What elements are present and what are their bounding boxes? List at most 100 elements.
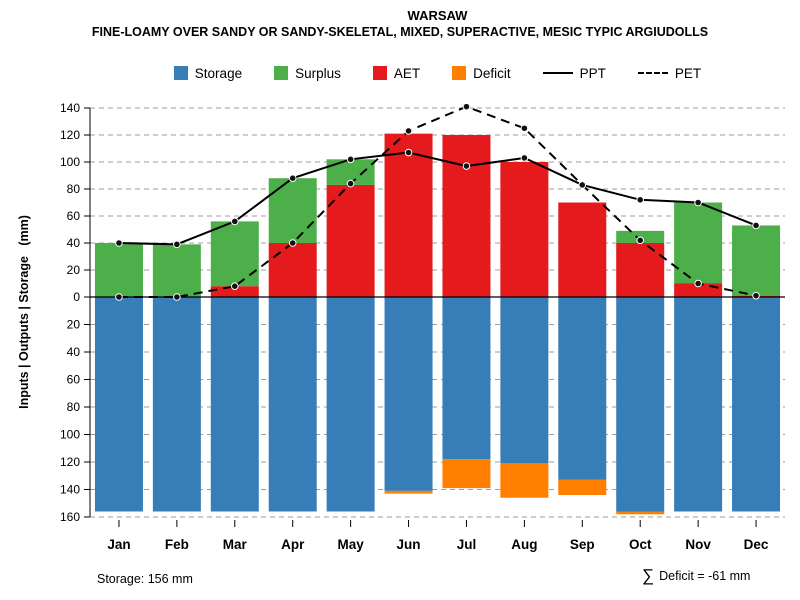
pet-point-May xyxy=(346,179,355,188)
ppt-point-Aug xyxy=(520,154,529,162)
bars xyxy=(94,133,781,515)
ppt-point-Jun xyxy=(404,148,413,157)
deficit-bar-Sep xyxy=(558,479,607,495)
y-tick-labels: 0 20 40 60 80 100 120 140 20 40 60 80 100 120 140 160 xyxy=(60,101,80,524)
chart-title: WARSAW xyxy=(407,8,468,23)
aet-bar-Jul xyxy=(442,135,491,297)
pet-point-Dec xyxy=(752,291,760,300)
aet-bar-May xyxy=(326,184,375,297)
sigma-icon: ∑ xyxy=(642,566,655,585)
storage-bar-May xyxy=(326,297,375,512)
y-tick-label: 60 xyxy=(67,373,81,387)
aet-bar-Oct xyxy=(616,243,665,297)
storage-bar-Apr xyxy=(268,297,317,512)
legend-label-aet: AET xyxy=(393,65,421,81)
month-label-Aug: Aug xyxy=(511,537,537,552)
ppt-point-Nov xyxy=(694,198,702,207)
pet-point-Apr xyxy=(288,239,297,247)
ppt-point-Jan xyxy=(115,239,123,247)
storage-bar-Jan xyxy=(94,297,143,512)
storage-annotation: Storage: 156 mm xyxy=(97,572,193,586)
y-tick-label: 100 xyxy=(60,428,80,442)
surplus-bar-Feb xyxy=(152,244,201,297)
pet-line xyxy=(118,105,757,298)
surplus-swatch-icon xyxy=(274,66,289,80)
ppt-point-Feb xyxy=(173,240,181,249)
y-tick-label: 80 xyxy=(67,182,81,196)
gridlines xyxy=(90,107,785,518)
month-label-Apr: Apr xyxy=(281,537,305,552)
month-label-Dec: Dec xyxy=(744,537,769,552)
ppt-point-Apr xyxy=(288,174,297,182)
storage-bar-Aug xyxy=(500,297,549,464)
pet-point-Jun xyxy=(404,127,413,135)
aet-bar-Jun xyxy=(384,133,433,297)
surplus-bar-Mar xyxy=(210,221,259,287)
legend-item-deficit: Deficit xyxy=(452,66,511,81)
storage-bar-Jul xyxy=(442,297,491,460)
month-label-Mar: Mar xyxy=(223,537,248,552)
legend-item-ppt: PPT xyxy=(542,65,606,81)
pet-point-Jul xyxy=(462,102,471,111)
surplus-bar-Apr xyxy=(268,178,317,243)
legend-item-aet: AET xyxy=(372,65,421,81)
month-label-May: May xyxy=(337,537,364,552)
chart-subtitle: FINE-LOAMY OVER SANDY OR SANDY-SKELETAL,… xyxy=(91,25,709,39)
deficit-bar-Oct xyxy=(616,511,665,515)
month-label-Oct: Oct xyxy=(629,537,652,552)
y-tick-label: 80 xyxy=(67,400,81,414)
pet-point-Oct xyxy=(636,236,645,245)
storage-bar-Mar xyxy=(210,297,259,512)
y-tick-label: 100 xyxy=(60,155,80,169)
ppt-point-Oct xyxy=(636,196,645,204)
aet-bar-Sep xyxy=(558,202,607,297)
legend-item-surplus: Surplus xyxy=(274,66,341,81)
y-tick-label: 120 xyxy=(60,455,80,469)
y-tick-label: 0 xyxy=(73,290,80,304)
pet-point-Feb xyxy=(173,293,181,301)
deficit-bar-Aug xyxy=(500,463,549,498)
legend-label-ppt: PPT xyxy=(579,65,606,81)
legend-item-pet: PET xyxy=(637,66,701,81)
deficit-text: Deficit = -61 mm xyxy=(659,569,751,583)
y-tick-label: 20 xyxy=(67,263,81,277)
pet-point-Nov xyxy=(694,279,702,288)
aet-bar-Mar xyxy=(210,286,259,297)
storage-bar-Nov xyxy=(674,297,723,512)
aet-swatch-icon xyxy=(372,66,387,80)
storage-bar-Feb xyxy=(152,297,201,512)
ppt-point-Jul xyxy=(462,162,471,170)
month-label-Feb: Feb xyxy=(165,537,189,552)
deficit-swatch-icon xyxy=(452,66,467,80)
storage-bar-Jun xyxy=(384,297,433,491)
ppt-line xyxy=(118,151,757,246)
y-tick-label: 40 xyxy=(67,345,81,359)
ppt-point-May xyxy=(346,155,355,164)
pet-point-Mar xyxy=(230,282,239,291)
y-tick-label: 20 xyxy=(67,318,81,332)
legend-item-storage: Storage xyxy=(173,65,243,81)
pet-line-icon xyxy=(637,72,668,74)
y-tick-label: 160 xyxy=(60,510,80,524)
surplus-bar-Nov xyxy=(674,202,723,284)
month-label-Jun: Jun xyxy=(397,537,421,552)
aet-bar-Aug xyxy=(500,162,549,297)
aet-bar-Apr xyxy=(268,243,317,297)
deficit-bar-Jul xyxy=(442,459,491,489)
y-tick-label: 140 xyxy=(60,483,80,497)
month-label-Nov: Nov xyxy=(685,537,711,552)
storage-bar-Sep xyxy=(558,297,607,480)
legend-label-storage: Storage xyxy=(194,65,243,81)
storage-swatch-icon xyxy=(173,66,188,80)
deficit-bar-Jun xyxy=(384,490,433,494)
surplus-bar-Jan xyxy=(94,243,143,297)
surplus-bar-Dec xyxy=(732,225,781,296)
y-tick-label: 60 xyxy=(67,209,81,223)
ppt-point-Mar xyxy=(230,217,239,226)
storage-bar-Dec xyxy=(732,297,781,512)
month-label-Jul: Jul xyxy=(457,537,477,552)
y-tick-label: 120 xyxy=(60,128,80,142)
deficit-annotation: ∑ Deficit = -61 mm xyxy=(642,566,750,586)
